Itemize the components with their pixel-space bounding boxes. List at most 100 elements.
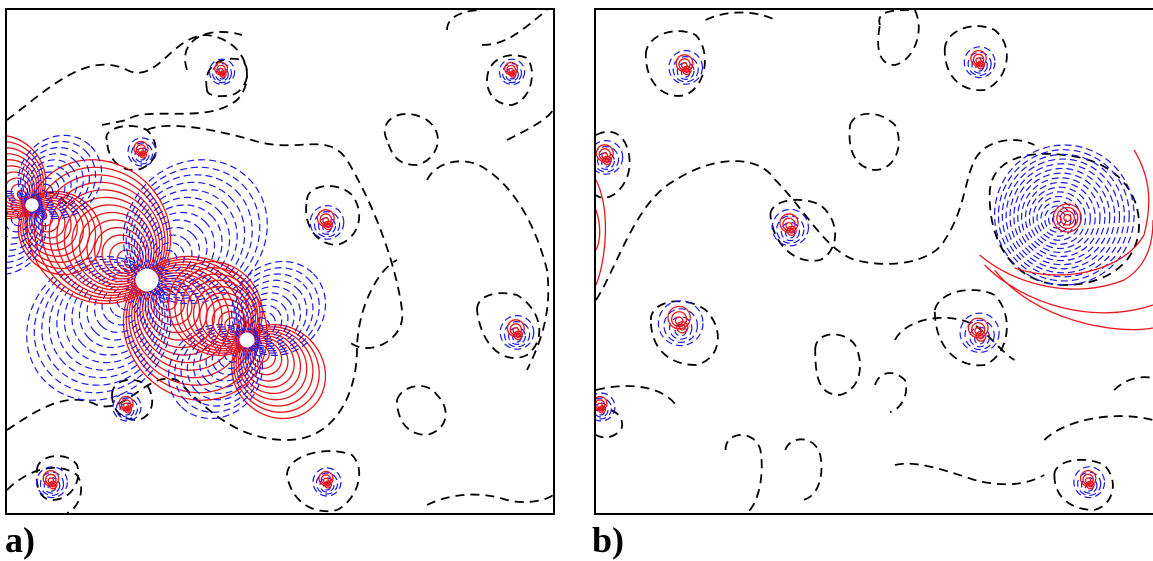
negative-contour	[36, 466, 68, 499]
panel-label-a: a)	[5, 520, 35, 560]
nucleus-hole	[135, 268, 159, 292]
positive-contour	[108, 241, 142, 275]
negative-contour	[134, 147, 150, 163]
nucleus-hole	[25, 198, 39, 212]
positive-contour	[513, 330, 524, 341]
negative-contour	[1077, 471, 1102, 497]
zero-contours-b	[596, 10, 1153, 513]
negative-contour	[246, 304, 283, 341]
negative-contour	[1024, 181, 1096, 254]
negative-contour	[155, 249, 178, 272]
negative-contour	[86, 277, 150, 341]
negative-contour	[235, 273, 314, 352]
positive-contour	[219, 70, 227, 78]
positive-contour	[140, 152, 146, 157]
negative-contour	[211, 63, 233, 84]
negative-contour	[963, 46, 996, 79]
positive-contour	[323, 220, 334, 231]
positive-contour	[123, 405, 133, 414]
negative-contour	[672, 56, 699, 83]
orbital-lobes-b	[596, 46, 1153, 499]
positive-contour	[1063, 213, 1072, 223]
negative-contour	[152, 242, 185, 275]
positive-contour	[676, 320, 689, 334]
positive-contour	[667, 305, 691, 330]
negative-contour	[31, 171, 66, 206]
positive-contour	[684, 67, 690, 74]
negative-contour	[109, 285, 142, 318]
negative-contour	[1020, 177, 1101, 258]
positive-contour	[16, 189, 27, 200]
positive-contour	[323, 480, 333, 489]
positive-contour	[974, 326, 983, 335]
negative-contour	[503, 321, 531, 348]
positive-contour	[978, 62, 984, 68]
positive-contour	[230, 323, 241, 334]
negative-contour	[112, 392, 142, 422]
negative-contour	[776, 215, 805, 244]
positive-contour	[50, 482, 56, 488]
positive-contour	[674, 316, 684, 326]
negative-contour	[19, 140, 97, 218]
negative-contour	[771, 208, 810, 247]
orbital-lobes-a	[7, 58, 535, 499]
negative-contour	[119, 402, 135, 418]
positive-contour	[984, 264, 1153, 314]
negative-contour	[7, 192, 45, 270]
negative-contour	[319, 477, 335, 493]
positive-contour	[678, 323, 686, 331]
negative-contour	[37, 189, 48, 200]
negative-contour	[967, 51, 992, 76]
negative-contour	[596, 140, 624, 175]
contour-plot-b	[594, 8, 1153, 515]
negative-contour	[312, 467, 342, 497]
negative-contour	[33, 177, 60, 204]
negative-contour	[657, 300, 704, 347]
negative-contour	[1017, 172, 1106, 262]
positive-contour	[597, 405, 607, 414]
positive-contour	[217, 310, 245, 338]
positive-contour	[788, 227, 795, 234]
nucleus-hole	[239, 332, 255, 348]
positive-contour	[976, 60, 986, 70]
negative-contour	[1028, 186, 1091, 250]
negative-contour	[28, 165, 72, 209]
negative-contour	[139, 204, 223, 288]
positive-contour	[510, 71, 516, 77]
negative-contour	[237, 279, 308, 350]
contour-svg-a	[7, 10, 553, 513]
negative-contour	[101, 283, 144, 326]
positive-contour	[1052, 203, 1082, 233]
positive-contour	[599, 407, 605, 412]
positive-contour	[1085, 480, 1095, 490]
negative-contour	[313, 210, 341, 238]
negative-contour	[186, 330, 257, 401]
negative-contour	[501, 63, 523, 84]
negative-contour	[309, 204, 345, 240]
positive-contour	[604, 157, 610, 164]
positive-contour	[786, 225, 797, 237]
positive-contour	[251, 344, 270, 363]
positive-contour	[1087, 482, 1093, 488]
negative-contour	[596, 402, 609, 418]
positive-contour	[101, 234, 144, 277]
negative-contour	[596, 392, 616, 422]
positive-contour	[785, 221, 793, 230]
negative-contour	[596, 397, 613, 420]
positive-contour	[253, 346, 264, 357]
negative-contour	[1009, 163, 1116, 270]
negative-contour	[158, 257, 170, 269]
panel-label-b: b)	[592, 520, 625, 560]
negative-contour	[1073, 466, 1106, 499]
negative-contour	[315, 472, 339, 495]
positive-contour	[977, 333, 985, 340]
negative-contour	[7, 204, 33, 239]
negative-contour	[997, 149, 1130, 282]
negative-contour	[130, 142, 154, 165]
negative-contour	[71, 272, 155, 356]
positive-contour	[602, 155, 612, 166]
negative-contour	[1032, 191, 1087, 245]
negative-contour	[180, 328, 259, 407]
positive-contour	[596, 179, 607, 286]
positive-contour	[509, 70, 517, 78]
